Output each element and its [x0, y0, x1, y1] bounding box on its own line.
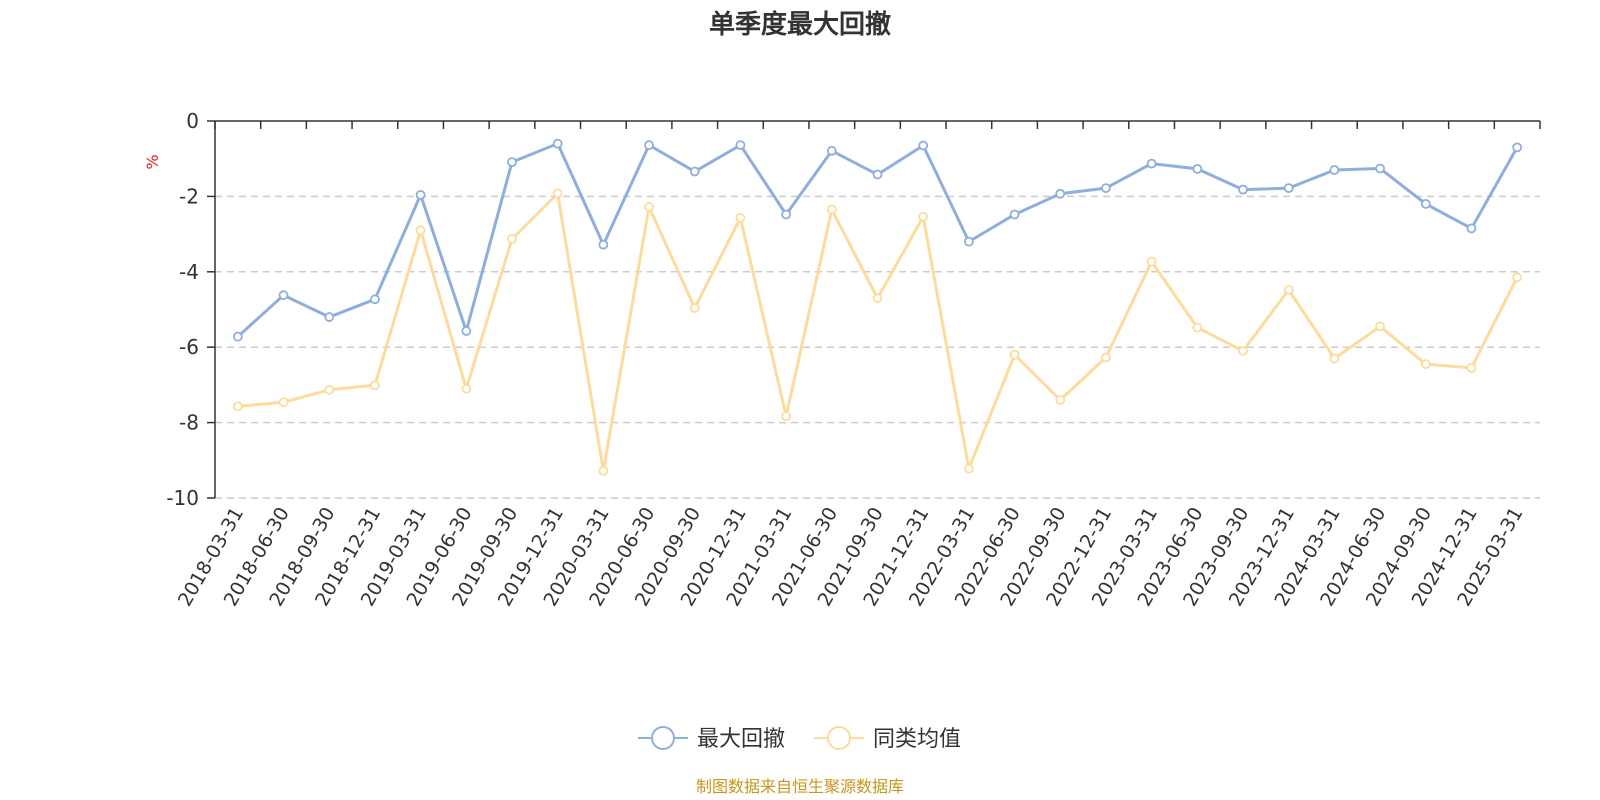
data-point — [232, 331, 243, 342]
legend: 最大回撤 同类均值 — [638, 726, 961, 752]
data-point — [1466, 223, 1477, 234]
grid-lines — [215, 195, 1540, 499]
data-point — [1101, 352, 1111, 363]
data-point — [1283, 183, 1294, 194]
data-point — [598, 465, 609, 476]
data-point — [415, 225, 426, 236]
y-tick-label: -10 — [166, 486, 199, 510]
legend-symbol-marker — [827, 726, 851, 750]
data-point — [1329, 353, 1340, 364]
data-point — [1512, 272, 1523, 283]
y-tick-label: -2 — [179, 184, 199, 208]
legend-label: 同类均值 — [873, 727, 961, 752]
data-point — [598, 239, 609, 250]
data-point — [689, 303, 700, 313]
data-point — [278, 397, 289, 408]
data-point — [552, 188, 563, 199]
data-point — [689, 166, 700, 177]
data-point — [1192, 163, 1203, 174]
y-tick-label: 0 — [186, 109, 199, 133]
data-point — [781, 411, 792, 422]
data-point — [1146, 256, 1157, 267]
data-point — [507, 157, 517, 167]
data-point — [552, 138, 563, 149]
data-point — [1009, 349, 1020, 360]
data-point — [1146, 158, 1157, 169]
data-point — [1009, 209, 1020, 220]
data-point — [1420, 199, 1431, 209]
data-point — [1238, 346, 1248, 356]
y-tick-label: -4 — [179, 260, 199, 284]
y-tick-label: -8 — [179, 411, 199, 435]
data-point — [1512, 142, 1523, 153]
data-point — [644, 202, 654, 212]
data-point — [735, 140, 746, 151]
data-point — [1192, 322, 1203, 333]
data-point — [461, 383, 472, 394]
data-point — [370, 380, 380, 391]
data-point — [232, 401, 243, 412]
data-point — [1283, 284, 1294, 295]
data-point — [1420, 359, 1431, 370]
data-point — [370, 294, 380, 305]
data-point — [1238, 184, 1248, 195]
series-layer — [232, 138, 1523, 476]
data-point — [872, 293, 883, 304]
data-point — [1375, 163, 1385, 174]
data-point — [872, 169, 883, 180]
series-line — [237, 191, 1519, 473]
y-axis-unit-label: % — [143, 154, 162, 169]
data-point — [918, 211, 929, 222]
data-source-footer: 制图数据来自恒生聚源数据库 — [696, 777, 904, 796]
data-point — [324, 384, 335, 395]
legend-symbol-marker — [651, 726, 675, 750]
data-point — [1055, 395, 1066, 405]
data-point — [644, 140, 654, 151]
chart-title: 单季度最大回撤 — [709, 9, 891, 40]
data-point — [963, 236, 974, 247]
data-point — [278, 290, 289, 301]
legend-label: 最大回撤 — [697, 727, 785, 752]
data-point — [781, 209, 792, 220]
data-point — [507, 234, 517, 244]
data-point — [1329, 165, 1340, 175]
data-point — [415, 189, 426, 200]
data-point — [826, 204, 837, 215]
data-point — [826, 145, 837, 156]
data-point — [324, 312, 335, 322]
y-tick-label: -6 — [179, 335, 199, 359]
data-point — [1375, 321, 1385, 332]
data-point — [735, 212, 746, 223]
data-point — [963, 463, 974, 474]
data-point — [918, 140, 929, 151]
data-point — [1101, 183, 1111, 194]
data-point — [1466, 363, 1477, 373]
data-point — [1055, 188, 1066, 199]
data-point — [461, 326, 472, 336]
